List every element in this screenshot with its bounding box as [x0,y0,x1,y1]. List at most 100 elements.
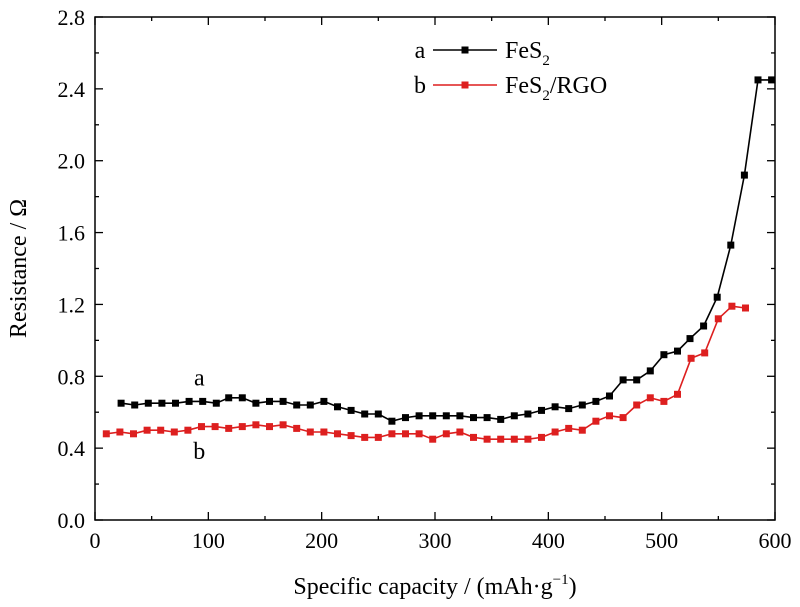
series-b-point [225,424,233,432]
series-a-point [172,399,179,407]
series-b-point [402,430,409,438]
series-b-point [442,430,450,438]
series-a-point [646,367,654,375]
x-axis-title-end: ) [569,574,577,600]
series-a-point [497,415,505,423]
legend-label-sub: 2 [542,88,550,104]
legend-marker [461,46,469,54]
x-tick-label: 100 [192,528,225,553]
legend-label: FeS2 [505,38,550,69]
x-tick-label: 400 [532,528,565,553]
series-b-point [238,423,246,431]
series-a [117,76,776,425]
y-tick-label: 1.6 [58,221,86,246]
series-a-point [374,410,382,418]
y-tick-label: 0.4 [58,436,86,461]
x-tick-label: 600 [759,528,792,553]
series-a-point [238,394,246,402]
series-b-point [687,354,695,362]
series-b-point [470,433,477,441]
curve-label-b: b [193,439,205,465]
tick-labels: 0 100 200 300 400 500 600 0.0 0.4 0.8 1.2 1.6 2.0 2.4… [58,5,792,553]
series-b-point [388,430,396,438]
series-b-point [102,430,110,438]
series-a-point [415,412,423,420]
x-axis-title-sup: −1 [553,572,569,588]
series-a-point [429,412,437,420]
series-a-point [700,322,708,330]
series-b-point [510,435,518,443]
legend-letter: a [415,38,426,64]
series-a-point [456,412,464,420]
series-b-point [374,433,382,441]
series-b-point [361,433,369,441]
series-a-point [727,241,735,249]
series-a-point [660,351,668,359]
series-b-point [565,424,573,432]
series-b-point [293,424,301,432]
series-a-point [185,397,193,405]
x-tick-label: 300 [419,528,452,553]
series-a-point [740,171,748,179]
series-a-point [279,397,287,405]
y-tick-label: 0.0 [58,508,86,533]
series-a-point [225,394,233,402]
series-a-point [144,399,152,407]
series-a-point [334,403,341,411]
series-b-point [184,426,192,434]
legend-label-main: FeS [505,38,542,64]
axis-ticks [94,16,776,521]
series-b-point [429,435,437,443]
series-b-point [347,432,355,440]
series-b [102,302,749,443]
series-a-point [361,410,369,418]
legend-label-rest: /RGO [550,73,607,99]
series-a-point [158,399,166,407]
series-b-point [497,435,505,443]
series-a-point [131,401,139,409]
legend-marker [461,81,469,89]
series-a-point [510,412,518,420]
series-b-point [633,401,641,409]
x-axis-title: Specific capacity / (mAh·g−1) [293,572,576,600]
legend-label-main: FeS [505,73,542,99]
y-tick-label: 0.8 [58,364,86,389]
series-a-point [388,417,396,425]
series-a-point [686,335,694,343]
series-a-point [633,376,641,384]
series-a-point [293,401,301,409]
y-tick-label: 1.2 [58,292,86,317]
series-b-point [578,426,586,434]
series-a-point [347,406,355,414]
series-a-point [606,392,613,400]
series-a-point [117,399,125,407]
series-b-point [660,397,668,405]
series-group [102,76,776,443]
series-b-point [279,421,287,429]
series-b-point [266,423,273,431]
series-b-point [483,435,491,443]
series-a-point [306,401,314,409]
series-a-point [470,414,477,422]
x-tick-label: 500 [645,528,678,553]
x-tick-label: 200 [305,528,338,553]
series-b-point [524,435,532,443]
series-a-point [551,403,559,411]
series-b-point [143,426,151,434]
y-axis-title: Resistance / Ω [6,199,32,338]
series-b-point [592,417,600,425]
series-b-point [320,428,328,436]
series-b-point [551,428,559,436]
y-tick-label: 2.4 [58,77,86,102]
series-a-point [565,405,573,413]
series-b-point [701,349,709,357]
series-b-point [646,394,654,402]
series-b-point [728,302,736,310]
series-a-point [199,397,207,405]
series-b-point [415,430,423,438]
y-tick-label: 2.8 [58,5,86,30]
series-a-point [524,410,532,418]
series-b-point [198,423,205,431]
series-a-point [578,401,586,409]
